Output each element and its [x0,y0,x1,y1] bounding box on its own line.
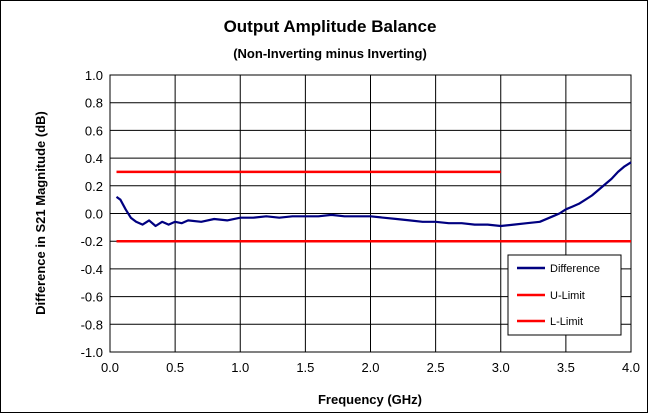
legend: Difference U-Limit L-Limit [507,254,622,336]
legend-label-difference: Difference [550,263,600,275]
y-tick-label: 0.4 [85,151,103,166]
y-axis-label: Difference in S21 Magnitude (dB) [33,111,48,315]
y-tick-label: -0.6 [81,290,103,305]
x-tick-label: 0.0 [101,360,119,375]
x-tick-label: 1.5 [296,360,314,375]
y-tick-label: -0.8 [81,317,103,332]
x-tick-label: 0.5 [166,360,184,375]
chart-subtitle: (Non-Inverting minus Inverting) [233,46,427,61]
x-tick-label: 1.0 [231,360,249,375]
chart-title: Output Amplitude Balance [224,17,437,36]
y-tick-label: -1.0 [81,345,103,360]
y-tick-label: -0.4 [81,262,103,277]
y-tick-label: 0.8 [85,96,103,111]
x-tick-label: 2.5 [427,360,445,375]
legend-label-u-limit: U-Limit [550,290,585,302]
y-tick-label: -0.2 [81,234,103,249]
series-line-difference [115,161,632,228]
y-tick-label: 1.0 [85,68,103,83]
series-lines [115,161,632,243]
x-tick-label: 3.0 [492,360,510,375]
x-tick-label: 3.5 [557,360,575,375]
x-tick-label: 4.0 [622,360,640,375]
y-tick-label: 0.2 [85,179,103,194]
legend-label-l-limit: L-Limit [550,316,583,328]
x-tick-label: 2.0 [361,360,379,375]
y-tick-label: 0.6 [85,123,103,138]
x-axis-label: Frequency (GHz) [318,392,422,407]
tick-labels: 0.0 0.5 1.0 1.5 2.0 2.5 3.0 3.5 4.0 1.0 0.8 0.6 0.4 0… [81,68,640,375]
y-tick-label: 0.0 [85,207,103,222]
